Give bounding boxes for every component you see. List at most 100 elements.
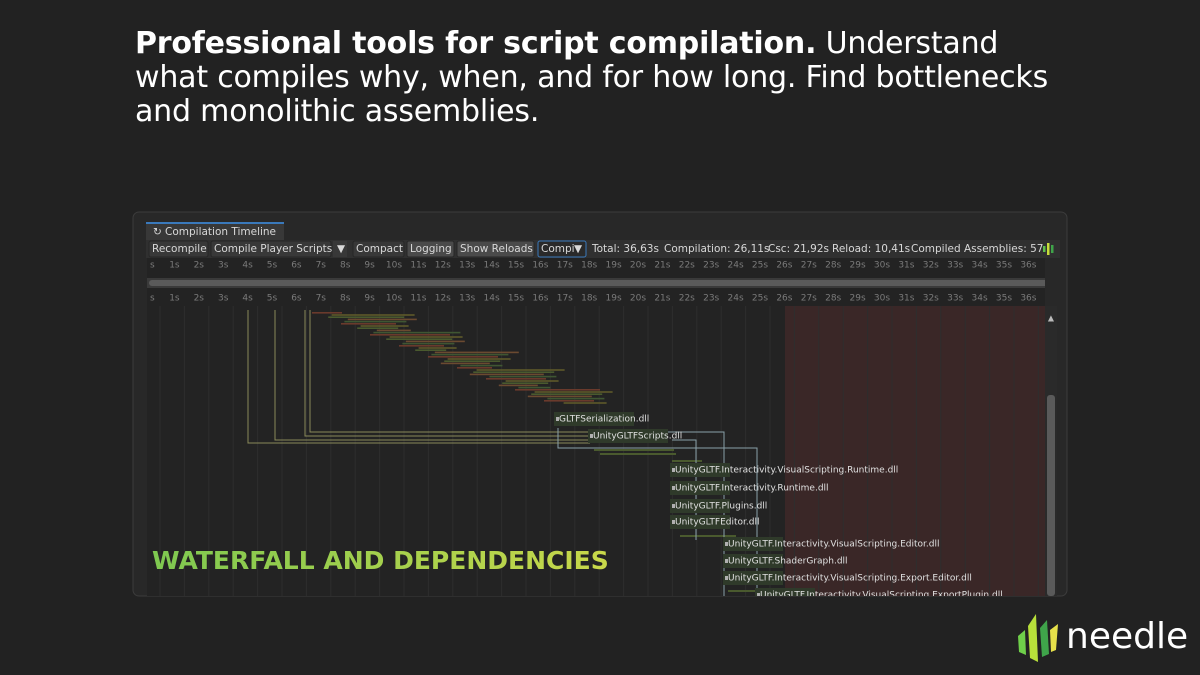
ruler-label: 37s [1045,294,1061,304]
compile-bar [402,342,455,345]
ruler-label: 4s [242,294,253,304]
dep-line [557,428,758,596]
ruler-label: 30s [874,294,890,304]
ruler-label: 22s [679,261,695,271]
assembly-label: UnityGLTF.Plugins.dll [675,502,767,512]
dep-line [247,310,590,444]
ruler-label: 29s [850,261,866,271]
compile-bar [486,378,546,380]
ruler-label: 20s [630,294,646,304]
ruler-label: 17s [557,294,573,304]
toolbar-button[interactable] [352,240,405,258]
compile-bar [498,384,538,387]
toolbar-button[interactable] [210,240,332,258]
compile-bar [527,395,592,398]
ruler-label: 13s [459,261,475,271]
toolbar-icon [1047,243,1050,255]
scroll-thumb-v [1047,395,1055,596]
ruler-label: 31s [898,294,914,304]
toolbar-button[interactable] [148,240,209,258]
ruler-label: 37s [1045,261,1061,271]
dropdown-button[interactable] [333,241,347,257]
bars [312,312,768,592]
assembly-marker [672,504,675,508]
ruler-label: 31s [898,261,914,271]
ruler-label: 34s [972,294,988,304]
tab-icon: ↻ [153,226,162,238]
ruler-label: 36s [1020,261,1036,271]
ruler-label: 16s [532,261,548,271]
assembly-bar [723,571,783,585]
timeline: s s 1s 1s 2s 2s 3s 3s 4s 4s 5s 5s 6s 6s 7s 7s 8s 8s 9s 9s 10… [147,261,1061,596]
toolbar-button[interactable] [537,240,587,258]
compile-bar [331,314,415,316]
compile-bar [431,353,509,356]
compile-bar [389,336,463,338]
ruler-label: 24s [728,294,744,304]
ruler-label: 26s [776,294,792,304]
ruler-label: 23s [703,261,719,271]
button-label: Compile Player Scripts [214,243,332,255]
compile-bar [505,380,559,382]
ruler-label: 27s [801,261,817,271]
ruler-label: 5s [267,261,278,271]
compile-bar [357,327,399,329]
compile-bar [428,356,498,358]
headline-bold: Professional tools for script compilatio… [135,26,817,61]
ruler-label: 3s [218,261,229,271]
assembly-bar [670,515,730,529]
tab[interactable] [146,222,284,240]
ruler-label: 13s [459,294,475,304]
ruler-label: 25s [752,294,768,304]
logo-shard [1050,624,1058,652]
toolbar-button[interactable] [406,240,455,258]
compile-bar [489,375,557,378]
ruler-label: 7s [316,261,327,271]
ruler-label: 36s [1020,294,1036,304]
assembly-marker [725,542,728,546]
compile-bar [672,460,702,462]
ruler-label: 14s [484,261,500,271]
assembly-marker [672,520,675,524]
scroll-up[interactable]: ▲ [1048,314,1055,323]
ruler-label: 9s [364,261,375,271]
compile-bar [476,369,565,371]
assembly-bar [723,537,783,551]
button-label: Compi [541,243,575,255]
toolbar-icon [1051,245,1054,253]
toolbar-button[interactable] [456,240,535,258]
assembly-marker [725,576,728,580]
headline: Professional tools for script compilatio… [135,27,1075,129]
toolbar-group: Recompile Compile Player Scripts Compact Lo… [148,240,1054,258]
ruler-label: 1s [169,294,180,304]
compile-bar [434,351,519,354]
ruler-label: 12s [435,261,451,271]
ruler-label: 26s [776,261,792,271]
dep-line [304,310,590,437]
compile-bar [418,347,457,349]
ruler-label: 25s [752,261,768,271]
ruler-label: 15s [508,261,524,271]
assembly-marker [725,559,728,563]
tab-accent [146,222,284,224]
assembly-label: UnityGLTFScripts.dll [593,432,682,442]
assembly-label: UnityGLTFEditor.dll [675,518,759,528]
logo-text: needle [1066,616,1188,657]
ruler-label: 22s [679,294,695,304]
ruler-label: 1s [169,261,180,271]
ruler-label: 21s [654,261,670,271]
ruler-label: 2s [194,261,205,271]
ruler-label: 18s [581,261,597,271]
overlay-title: WATERFALL AND DEPENDENCIES [152,546,609,575]
compile-bar [415,349,447,351]
ruler-label: 5s [267,294,278,304]
ruler-label: 15s [508,294,524,304]
assembly-bar [755,588,815,596]
compile-bar [544,400,594,402]
assembly-label: GLTFSerialization.dll [559,415,649,425]
assembly-marker [757,593,760,596]
dep-line [309,310,590,433]
ruler-label: 18s [581,294,597,304]
compile-bar [518,386,551,389]
